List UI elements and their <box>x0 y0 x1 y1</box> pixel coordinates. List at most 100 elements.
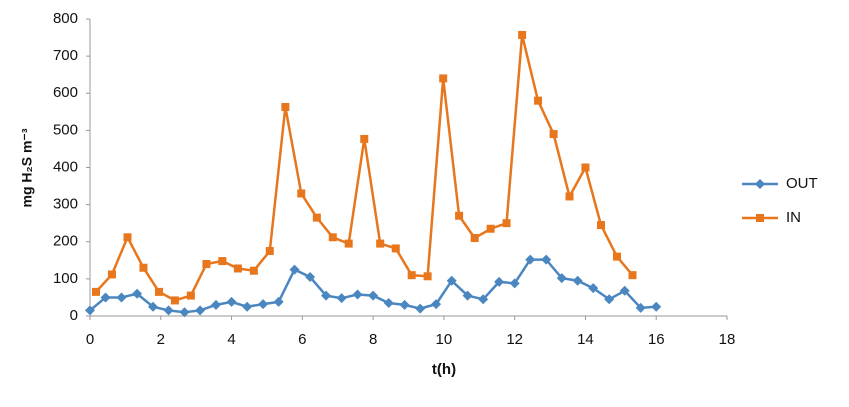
point <box>328 233 337 242</box>
point <box>391 244 400 253</box>
point <box>202 260 211 269</box>
point <box>628 271 637 280</box>
y-tick-label: 600 <box>53 84 78 101</box>
x-tick-label: 10 <box>436 331 453 348</box>
point <box>415 303 426 314</box>
point <box>549 130 558 139</box>
y-tick-label: 400 <box>53 158 78 175</box>
point <box>265 247 274 256</box>
x-tick-label: 2 <box>157 331 165 348</box>
legend-label: IN <box>786 209 801 226</box>
point <box>462 290 473 301</box>
point <box>305 272 316 283</box>
point <box>233 264 242 273</box>
point <box>336 293 347 304</box>
point <box>321 290 332 301</box>
point <box>352 289 363 300</box>
y-tick-label: 200 <box>53 233 78 250</box>
legend-label: OUT <box>786 175 818 192</box>
point <box>218 257 227 266</box>
point <box>518 30 527 39</box>
point <box>289 264 300 275</box>
point <box>107 270 116 279</box>
point <box>572 275 583 286</box>
point <box>556 273 567 284</box>
point <box>195 305 206 316</box>
point <box>486 224 495 233</box>
point <box>147 301 158 312</box>
point <box>565 192 574 201</box>
point <box>210 299 221 310</box>
point <box>604 294 615 305</box>
point <box>273 296 284 307</box>
y-tick-label: 100 <box>53 270 78 287</box>
point <box>242 301 253 312</box>
x-tick-label: 6 <box>298 331 306 348</box>
point <box>85 305 95 316</box>
point <box>581 163 590 172</box>
point <box>502 219 511 228</box>
x-tick-label: 0 <box>86 331 94 348</box>
point <box>100 292 111 303</box>
point <box>423 272 432 281</box>
point <box>249 266 258 275</box>
point <box>407 271 416 280</box>
y-tick-label: 500 <box>53 121 78 138</box>
legend-marker <box>755 179 765 189</box>
point <box>509 278 520 289</box>
point <box>619 285 630 296</box>
y-tick-label: 800 <box>53 10 78 27</box>
x-tick-label: 8 <box>369 331 377 348</box>
point <box>123 233 132 242</box>
x-tick-label: 4 <box>227 331 235 348</box>
series-line <box>95 34 634 302</box>
point <box>186 291 195 300</box>
y-tick-label: 0 <box>70 307 78 324</box>
point <box>534 96 543 105</box>
point <box>376 239 385 248</box>
point <box>368 290 379 301</box>
point <box>170 296 179 305</box>
point <box>525 254 536 265</box>
y-axis-label: mg H₂S m⁻³ <box>19 128 35 207</box>
point <box>399 299 410 310</box>
point <box>226 296 237 307</box>
point <box>297 189 306 198</box>
point <box>281 102 290 111</box>
point <box>651 301 662 312</box>
point <box>312 213 321 222</box>
point <box>478 294 489 305</box>
point <box>92 287 101 296</box>
y-tick-label: 300 <box>53 196 78 213</box>
point <box>588 283 599 294</box>
point <box>139 263 148 272</box>
point <box>163 305 174 316</box>
x-tick-label: 18 <box>719 331 736 348</box>
y-tick-label: 700 <box>53 47 78 64</box>
point <box>155 287 164 296</box>
point <box>635 302 646 313</box>
point <box>612 252 621 261</box>
x-axis-label: t(h) <box>432 361 456 378</box>
point <box>494 276 505 287</box>
x-tick-label: 16 <box>648 331 665 348</box>
point <box>446 275 457 286</box>
point <box>344 239 353 248</box>
point <box>455 211 464 220</box>
point <box>439 74 448 83</box>
point <box>383 298 394 309</box>
point <box>597 221 606 230</box>
point <box>541 254 552 265</box>
point <box>360 134 369 143</box>
point <box>132 288 143 299</box>
x-tick-label: 12 <box>506 331 523 348</box>
legend-marker <box>756 214 764 222</box>
point <box>179 307 190 318</box>
point <box>431 299 442 310</box>
point <box>470 234 479 243</box>
point <box>258 299 269 310</box>
point <box>116 292 127 303</box>
x-tick-label: 14 <box>577 331 594 348</box>
